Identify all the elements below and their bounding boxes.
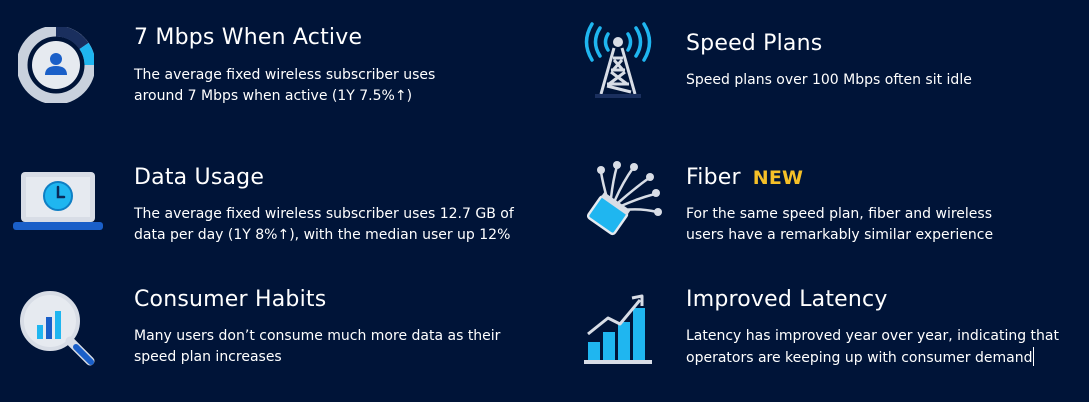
feature-title: Speed Plans [686,31,823,56]
cell-tower-icon [584,22,652,98]
feature-title: Data Usage [134,165,265,190]
feature-description: Latency has improved year over year, ind… [686,328,1059,366]
user-gauge-icon [18,27,94,103]
growth-chart-icon [584,294,652,364]
fiber-optic-icon [586,161,662,236]
feature-description: For the same speed plan, fiber and wirel… [686,206,994,243]
feature-title: Fiber NEW [686,165,804,190]
feature-title: 7 Mbps When Active [134,25,363,50]
feature-description: The average fixed wireless subscriber us… [134,206,514,243]
text-cursor [1033,347,1035,366]
magnifier-chart-icon [20,291,95,366]
feature-description: Speed plans over 100 Mbps often sit idle [686,72,972,88]
feature-title: Consumer Habits [134,287,327,312]
feature-title: Improved Latency [686,287,888,312]
feature-description: Many users don’t consume much more data … [134,328,501,365]
new-badge: NEW [752,167,804,189]
laptop-clock-icon [13,172,103,230]
feature-description: The average fixed wireless subscriber us… [134,67,436,104]
